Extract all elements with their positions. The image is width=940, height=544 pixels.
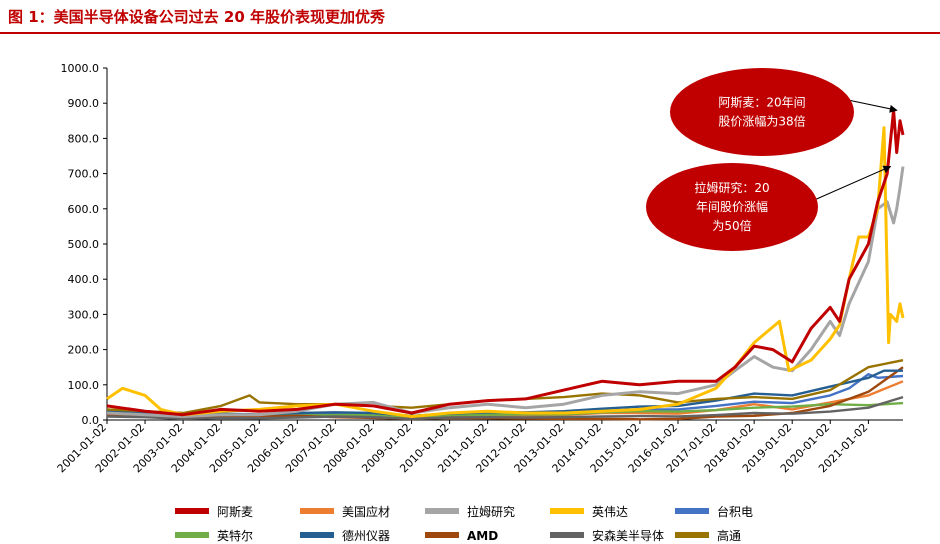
legend-label: 德州仪器 bbox=[342, 528, 390, 543]
legend-swatch bbox=[300, 508, 334, 514]
legend-label: 安森美半导体 bbox=[592, 528, 664, 543]
legend-label: 阿斯麦 bbox=[217, 505, 253, 519]
annotation-bubble bbox=[670, 68, 854, 156]
series-line-0 bbox=[106, 108, 905, 417]
y-tick-label: 300.0 bbox=[68, 308, 100, 321]
annotation-arrow bbox=[847, 99, 898, 113]
annotation-text: 阿斯麦：20年间 bbox=[718, 96, 805, 110]
legend-label: AMD bbox=[467, 529, 498, 543]
annotation-text: 股价涨幅为38倍 bbox=[718, 114, 805, 129]
annotation-text: 年间股价涨幅 bbox=[696, 199, 768, 214]
annotation-text: 为50倍 bbox=[712, 218, 751, 233]
y-tick-label: 900.0 bbox=[68, 97, 100, 110]
legend-swatch bbox=[675, 532, 709, 538]
legend-label: 台积电 bbox=[717, 504, 753, 519]
legend-swatch bbox=[550, 532, 584, 538]
y-tick-label: 100.0 bbox=[68, 379, 100, 392]
series-lines bbox=[106, 108, 905, 421]
y-tick-label: 500.0 bbox=[68, 238, 100, 251]
y-tick-label: 400.0 bbox=[68, 273, 100, 286]
series-line-8 bbox=[106, 395, 904, 421]
y-tick-label: 200.0 bbox=[68, 344, 100, 357]
annotation-arrow bbox=[811, 165, 892, 202]
legend-swatch bbox=[300, 532, 334, 538]
legend-swatch bbox=[675, 508, 709, 514]
title-rule bbox=[0, 32, 940, 34]
legend-label: 高通 bbox=[717, 528, 741, 543]
legend-swatch bbox=[425, 532, 459, 538]
legend-swatch bbox=[425, 508, 459, 514]
legend-label: 英特尔 bbox=[217, 528, 253, 543]
series-line-3 bbox=[106, 126, 905, 418]
y-tick-label: 700.0 bbox=[68, 168, 100, 181]
annotation-text: 拉姆研究：20 bbox=[694, 180, 769, 195]
y-tick-label: 1000.0 bbox=[61, 62, 100, 75]
legend-swatch bbox=[550, 508, 584, 514]
annotation-bubble bbox=[646, 163, 818, 251]
y-tick-label: 600.0 bbox=[68, 203, 100, 216]
legend-swatch bbox=[175, 532, 209, 538]
y-tick-label: 800.0 bbox=[68, 132, 100, 145]
legend-label: 拉姆研究 bbox=[467, 504, 515, 519]
legend-label: 英伟达 bbox=[592, 505, 628, 519]
y-tick-label: 0.0 bbox=[82, 414, 100, 427]
figure-title: 图 1：美国半导体设备公司过去 20 年股价表现更加优秀 bbox=[8, 8, 385, 26]
legend-label: 美国应材 bbox=[342, 504, 390, 519]
legend-swatch bbox=[175, 508, 209, 514]
